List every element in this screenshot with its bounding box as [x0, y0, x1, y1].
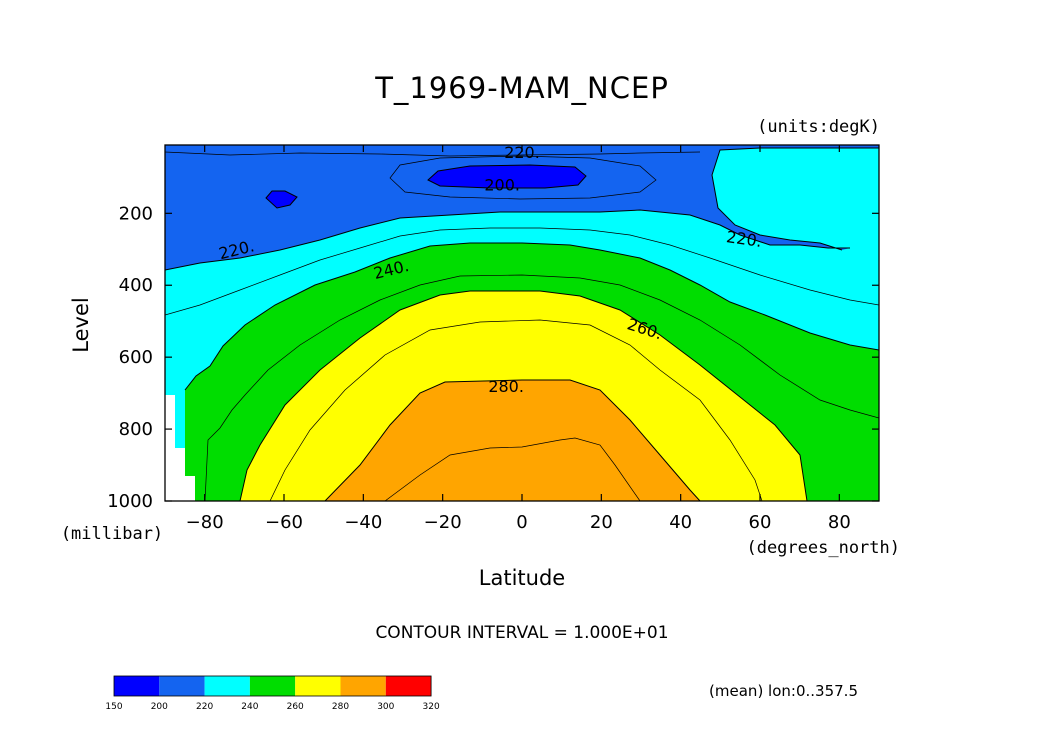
- contour-line-220-top: [165, 151, 701, 157]
- colorbar-swatch: [385, 676, 432, 696]
- x-axis: −80 −60 −40 −20 0 20 40 60 80: [186, 145, 851, 533]
- x-tick-label: −40: [344, 512, 382, 533]
- colorbar-swatch: [340, 676, 386, 696]
- colorbar-swatch: [249, 676, 296, 696]
- x-tick-label: 40: [669, 512, 692, 533]
- contour-line-290: [384, 437, 641, 501]
- x-tick-label: 20: [590, 512, 613, 533]
- x-units-label: (degrees_north): [746, 538, 900, 558]
- region-band-150-200-small: [266, 191, 297, 208]
- white-missing-region: [165, 395, 195, 501]
- y-axis-label: Level: [69, 297, 93, 352]
- colorbar-swatch: [159, 676, 205, 696]
- colorbar-swatch: [204, 676, 250, 696]
- contour-line-260: [239, 290, 808, 501]
- colorbar-label: 200: [151, 702, 168, 712]
- contour-line-250: [204, 274, 879, 501]
- contour-lines: [165, 147, 879, 501]
- units-label: (units:degK): [757, 117, 880, 137]
- contour-line-200: [427, 164, 587, 189]
- contour-value-label: 280.: [488, 377, 524, 396]
- contour-line-240: [184, 242, 879, 391]
- contour-line-220-south: [165, 209, 850, 271]
- contour-line-200-small: [265, 190, 298, 209]
- contour-fields: [165, 145, 879, 501]
- y-units-label: (millibar): [61, 524, 163, 544]
- y-tick-label: 400: [119, 275, 153, 296]
- colorbar-label: 300: [377, 702, 394, 712]
- colorbar-label: 240: [241, 702, 258, 712]
- x-axis-label: Latitude: [479, 566, 565, 590]
- chart-title: T_1969-MAM_NCEP: [374, 71, 669, 105]
- colorbar-label: 260: [287, 702, 304, 712]
- colorbar-swatch: [295, 676, 341, 696]
- contour-line-210: [389, 155, 657, 200]
- contour-value-label: 220.: [725, 227, 763, 251]
- contour-line-280: [324, 379, 701, 501]
- y-tick-label: 200: [119, 203, 153, 224]
- region-band-150-200-upper: [428, 165, 586, 188]
- x-tick-label: 80: [828, 512, 851, 533]
- contour-value-labels: 220.200.220. 220.240.260.280.: [217, 143, 763, 396]
- y-tick-label: 600: [119, 347, 153, 368]
- x-tick-label: −20: [424, 512, 462, 533]
- contour-interval-text: CONTOUR INTERVAL = 1.000E+01: [375, 623, 668, 643]
- colorbar-label: 320: [423, 702, 440, 712]
- contour-line-230: [165, 227, 879, 316]
- colorbar-swatch: [114, 676, 160, 696]
- x-tick-label: 0: [516, 512, 527, 533]
- colorbar-label: 220: [196, 702, 213, 712]
- contour-line-220-north: [711, 147, 879, 251]
- colorbar-frame: [113, 675, 432, 697]
- x-tick-label: −60: [265, 512, 303, 533]
- x-tick-label: 60: [749, 512, 772, 533]
- x-tick-label: −80: [186, 512, 224, 533]
- y-tick-label: 800: [119, 419, 153, 440]
- y-tick-label: 1000: [107, 491, 153, 512]
- region-band-200-220: [165, 145, 879, 270]
- contour-line-270: [269, 319, 763, 501]
- y-axis: 200 400 600 800 1000: [107, 203, 879, 512]
- contour-value-label: 220.: [504, 143, 540, 162]
- colorbar-label: 150: [105, 702, 122, 712]
- contour-value-label: 200.: [484, 176, 520, 195]
- region-band-280-300: [325, 380, 700, 501]
- colorbar: 150 200 220 240 260 280 300 320: [105, 675, 440, 712]
- colorbar-label: 280: [332, 702, 349, 712]
- footnote-mean-lon: (mean) lon:0..357.5: [709, 682, 858, 700]
